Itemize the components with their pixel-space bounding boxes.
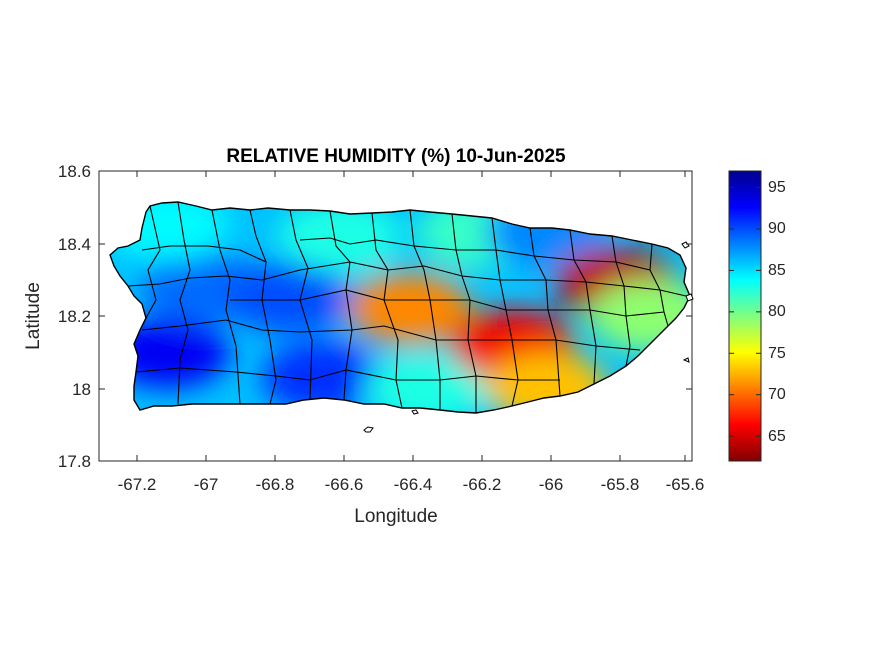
colorbar: 95 90 85 80 75 70 65: [728, 170, 786, 462]
island-outline: [109, 201, 691, 414]
colorbar-tick-label: 75: [768, 345, 786, 362]
humidity-cell-north-central: [278, 202, 403, 273]
colorbar-tick-label: 65: [768, 428, 786, 445]
municipal-boundary: [299, 237, 651, 271]
y-tick-label: 18: [72, 380, 91, 399]
x-tick-label: -65.8: [601, 475, 640, 494]
y-tick-label: 18.2: [58, 307, 91, 326]
colorbar-tick-label: 80: [768, 303, 786, 320]
x-axis-label: Longitude: [354, 506, 437, 527]
x-tick-label: -66: [539, 475, 564, 494]
chart-title: RELATIVE HUMIDITY (%) 10-Jun-2025: [226, 146, 566, 167]
municipal-boundary: [230, 289, 665, 317]
x-tick-label: -67.2: [118, 475, 157, 494]
municipal-boundary: [127, 261, 687, 297]
municipal-boundary: [569, 229, 597, 385]
caja-de-muertos-islet: [411, 409, 419, 415]
municipal-boundary: [145, 205, 161, 319]
humidity-cell-central: [347, 272, 472, 345]
colorbar-tick-label: 90: [768, 220, 786, 237]
y-tick-label: 17.8: [58, 452, 91, 471]
vieques-islet: [363, 426, 374, 433]
colorbar-tick-label: 70: [768, 386, 786, 403]
humidity-cell-south-central: [261, 341, 386, 413]
y-tick-label: 18.6: [58, 162, 91, 181]
colorbar-tick-label: 95: [768, 179, 786, 196]
y-tick-label: 18.4: [58, 235, 91, 254]
x-tick-label: -67: [194, 475, 219, 494]
x-tick-label: -65.6: [666, 475, 705, 494]
x-axis: -67.2 -67 -66.8 -66.6 -66.4 -66.2 -66 -6…: [118, 171, 705, 494]
humidity-cell-east: [588, 280, 690, 352]
municipal-boundary: [141, 245, 267, 263]
east-islets: [681, 241, 694, 363]
municipal-boundary: [135, 367, 560, 381]
x-tick-label: -66.4: [394, 475, 433, 494]
municipal-boundary: [289, 209, 313, 401]
municipal-boundary: [141, 319, 641, 351]
y-axis: 18.6 18.4 18.2 18 17.8: [58, 162, 692, 471]
x-tick-label: -66.6: [325, 475, 364, 494]
municipal-boundary: [177, 202, 191, 405]
colorbar-gradient: [728, 170, 762, 462]
y-axis-label: Latitude: [23, 282, 44, 350]
municipal-boundaries: [127, 202, 687, 413]
municipal-boundary: [211, 209, 241, 405]
colorbar-tick-label: 85: [768, 262, 786, 279]
x-tick-label: -66.2: [463, 475, 502, 494]
municipal-boundary: [529, 227, 561, 397]
x-tick-label: -66.8: [256, 475, 295, 494]
